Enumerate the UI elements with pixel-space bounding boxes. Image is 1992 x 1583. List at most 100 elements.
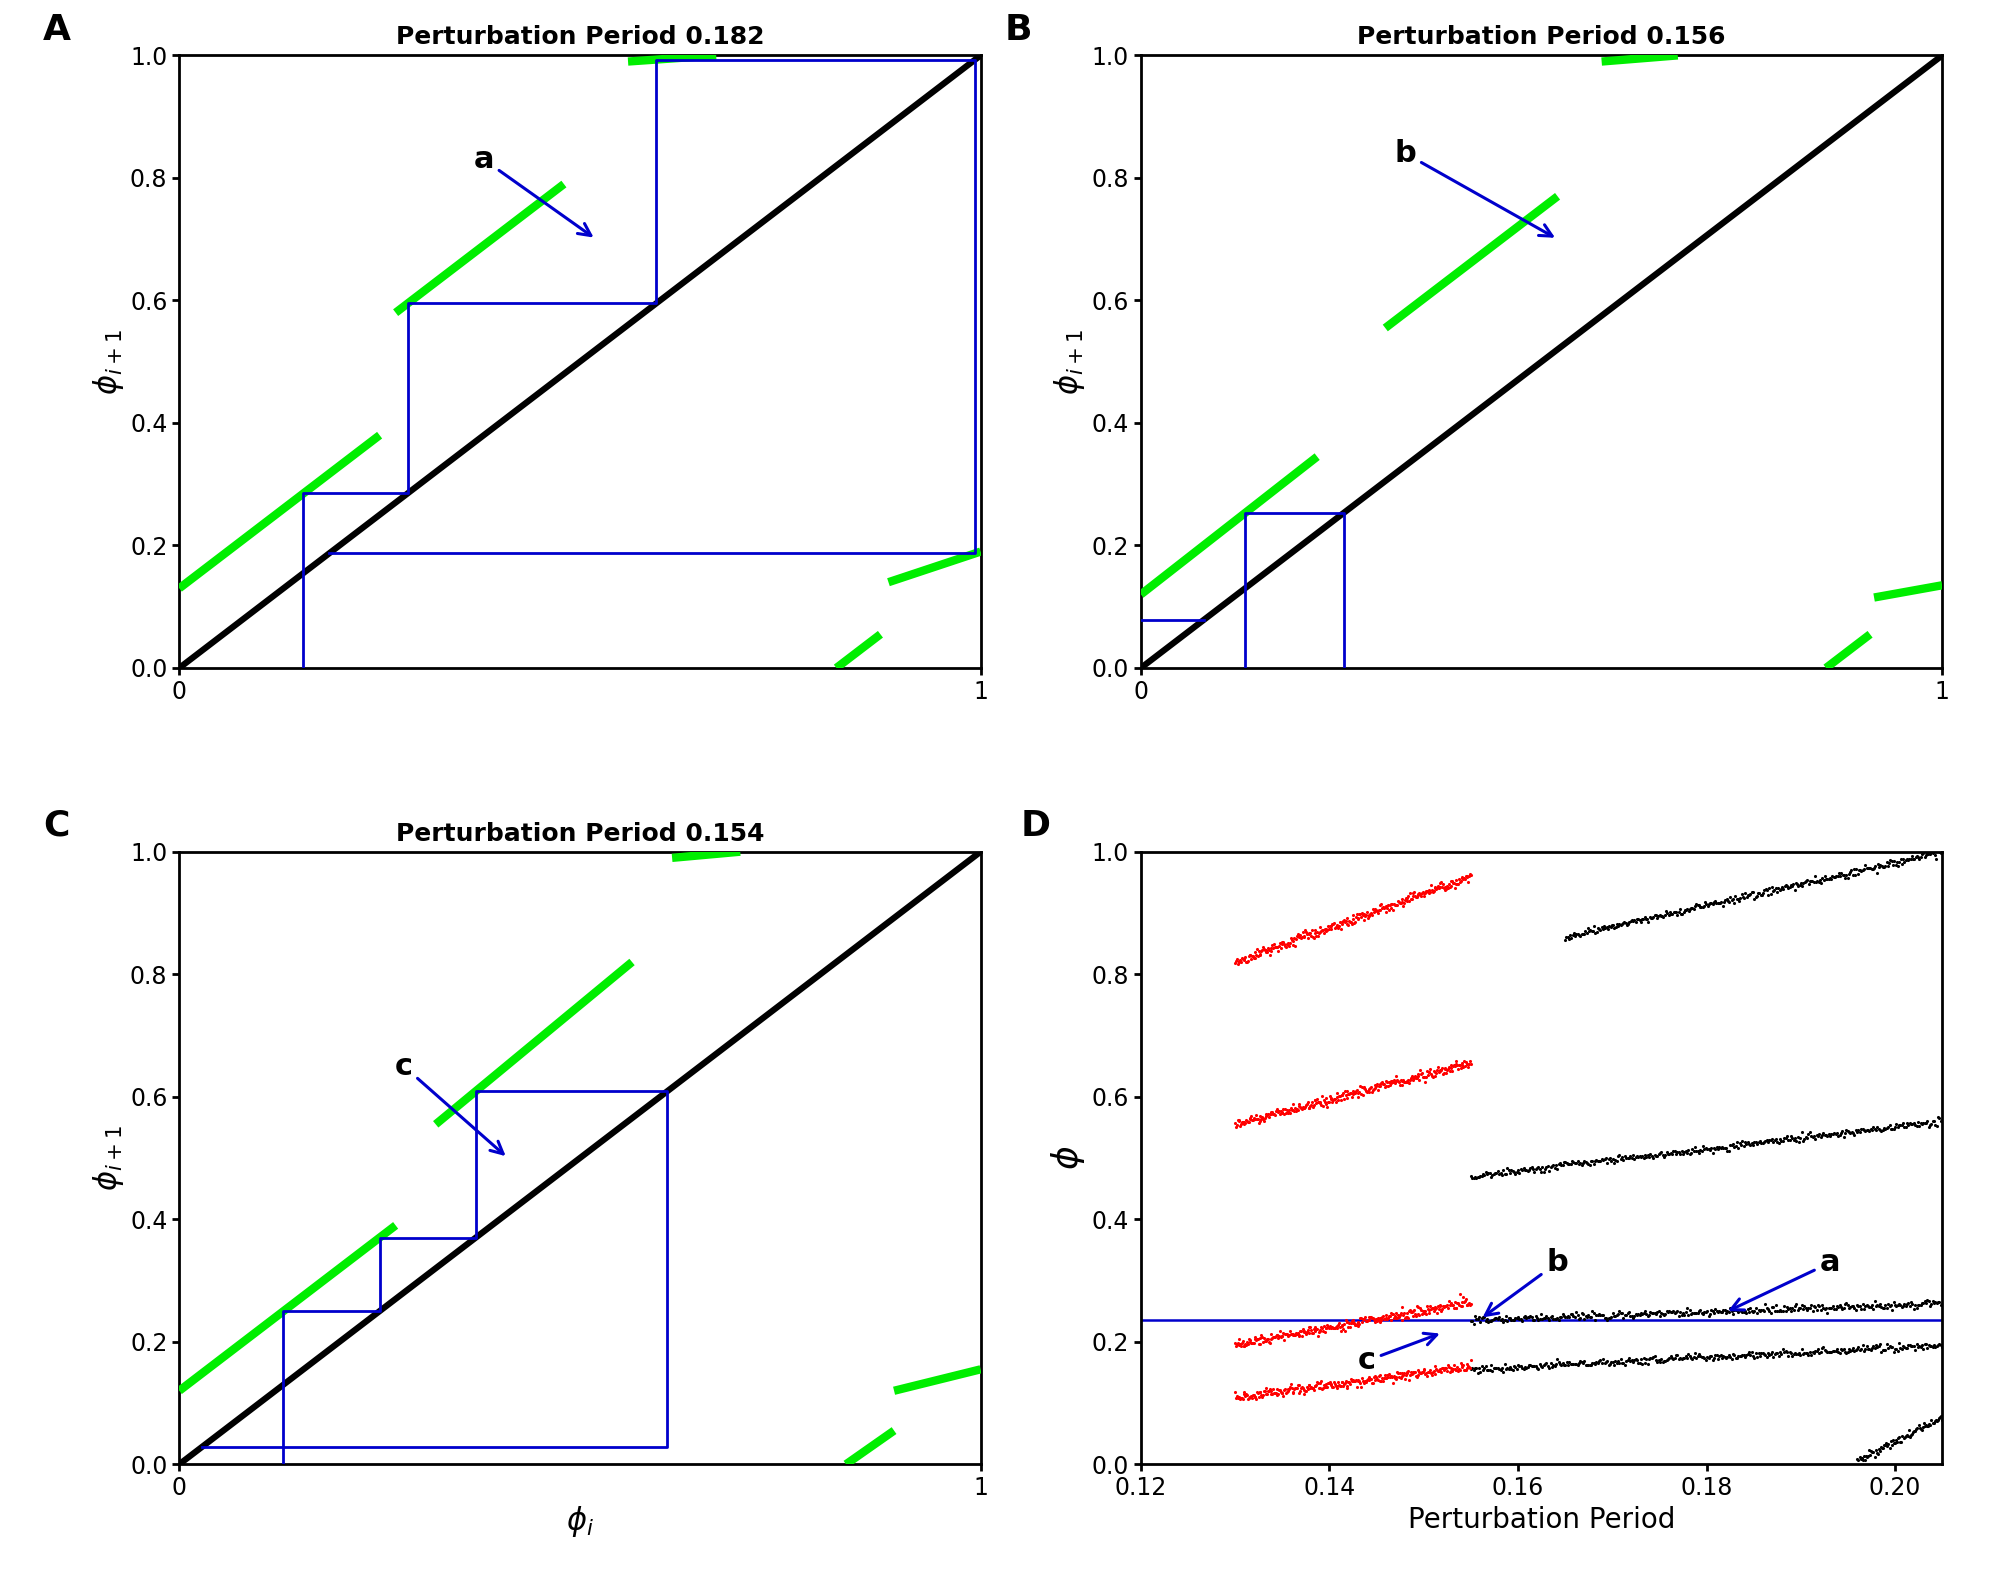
Point bbox=[1775, 1122, 1807, 1148]
Point bbox=[1631, 1303, 1663, 1328]
Point bbox=[1500, 1304, 1532, 1330]
Point bbox=[1353, 1076, 1384, 1102]
Point bbox=[1775, 1339, 1807, 1365]
Point bbox=[1560, 1151, 1592, 1176]
Point bbox=[1365, 1368, 1396, 1393]
Point bbox=[1243, 1331, 1275, 1357]
Point bbox=[1910, 1290, 1942, 1315]
Point bbox=[1914, 1410, 1946, 1436]
Point bbox=[1514, 1352, 1546, 1377]
Point bbox=[1920, 839, 1952, 864]
Point bbox=[1904, 1415, 1936, 1441]
Point bbox=[1739, 1129, 1771, 1154]
Point bbox=[1227, 947, 1259, 972]
Point bbox=[1813, 866, 1845, 891]
Point bbox=[1410, 1057, 1442, 1083]
Point bbox=[1886, 1333, 1918, 1358]
Point bbox=[1616, 909, 1647, 934]
Point bbox=[1791, 1124, 1823, 1149]
Point bbox=[1556, 924, 1588, 950]
Point bbox=[1428, 875, 1460, 901]
Point bbox=[1235, 1330, 1267, 1355]
Point bbox=[1347, 1365, 1378, 1390]
Point bbox=[1530, 1304, 1562, 1330]
Point bbox=[1436, 1290, 1468, 1315]
Point bbox=[1853, 1293, 1884, 1319]
Point bbox=[1592, 915, 1623, 940]
Point bbox=[1590, 917, 1621, 942]
Point bbox=[1504, 1157, 1536, 1183]
Point bbox=[1247, 937, 1279, 962]
Point bbox=[1773, 1127, 1805, 1152]
Point bbox=[1560, 924, 1592, 950]
Point bbox=[1865, 1118, 1896, 1143]
Point bbox=[1452, 1292, 1484, 1317]
Point bbox=[1857, 1296, 1888, 1322]
Point bbox=[1576, 1149, 1608, 1175]
Point bbox=[1329, 907, 1361, 932]
Point bbox=[1839, 856, 1870, 882]
Point bbox=[1759, 875, 1791, 901]
Point bbox=[1241, 1102, 1273, 1127]
Point bbox=[1731, 1341, 1763, 1366]
Point bbox=[1888, 1334, 1920, 1360]
Point bbox=[1582, 1148, 1614, 1173]
Point bbox=[1484, 1357, 1516, 1382]
Point bbox=[1767, 1298, 1799, 1323]
Point bbox=[1709, 888, 1741, 913]
Point bbox=[1357, 1371, 1388, 1396]
Point bbox=[1554, 923, 1586, 948]
Point bbox=[1462, 1304, 1494, 1330]
Point bbox=[1558, 920, 1590, 945]
Point bbox=[1259, 932, 1291, 958]
Point bbox=[1295, 1376, 1327, 1401]
Point bbox=[1420, 1057, 1452, 1083]
Point bbox=[1643, 1140, 1675, 1165]
Point bbox=[1247, 934, 1279, 959]
Point bbox=[1920, 1290, 1952, 1315]
Point bbox=[1488, 1358, 1520, 1384]
Point bbox=[1717, 1301, 1749, 1327]
Point bbox=[1904, 847, 1936, 872]
Point bbox=[1920, 1290, 1952, 1315]
Point bbox=[1428, 1295, 1460, 1320]
Point bbox=[1408, 1298, 1440, 1323]
Point bbox=[1249, 1328, 1281, 1353]
Point bbox=[1811, 866, 1843, 891]
Point bbox=[1307, 1094, 1339, 1119]
Point bbox=[1801, 1298, 1833, 1323]
Point bbox=[1751, 1127, 1783, 1152]
Point bbox=[1894, 1333, 1926, 1358]
Point bbox=[1610, 1303, 1641, 1328]
Point bbox=[1396, 1062, 1428, 1088]
Point bbox=[1398, 1065, 1430, 1091]
Point bbox=[1452, 1051, 1484, 1076]
Point bbox=[1257, 932, 1289, 958]
Point bbox=[1749, 1298, 1781, 1323]
Point bbox=[1281, 1099, 1313, 1124]
Point bbox=[1661, 1140, 1693, 1165]
Point bbox=[1283, 1092, 1315, 1118]
Point bbox=[1281, 1320, 1313, 1346]
Point bbox=[1781, 1124, 1813, 1149]
Point bbox=[1753, 1341, 1785, 1366]
Point bbox=[1382, 1361, 1414, 1387]
Point bbox=[1725, 882, 1757, 907]
Point bbox=[1219, 1333, 1251, 1358]
Point bbox=[1598, 1146, 1629, 1171]
Point bbox=[1331, 1308, 1363, 1333]
Point bbox=[1239, 939, 1271, 964]
Point bbox=[1592, 1151, 1623, 1176]
Point bbox=[1229, 947, 1261, 972]
Point bbox=[1367, 1072, 1398, 1097]
Point bbox=[1225, 1111, 1257, 1137]
Point bbox=[1556, 1301, 1588, 1327]
Point bbox=[1625, 1301, 1657, 1327]
Point bbox=[1757, 1344, 1789, 1369]
Point bbox=[1606, 912, 1637, 937]
Point bbox=[1508, 1303, 1540, 1328]
Point bbox=[1779, 877, 1811, 902]
Point bbox=[1894, 1333, 1926, 1358]
Point bbox=[1263, 1323, 1295, 1349]
Point bbox=[1653, 1141, 1685, 1167]
